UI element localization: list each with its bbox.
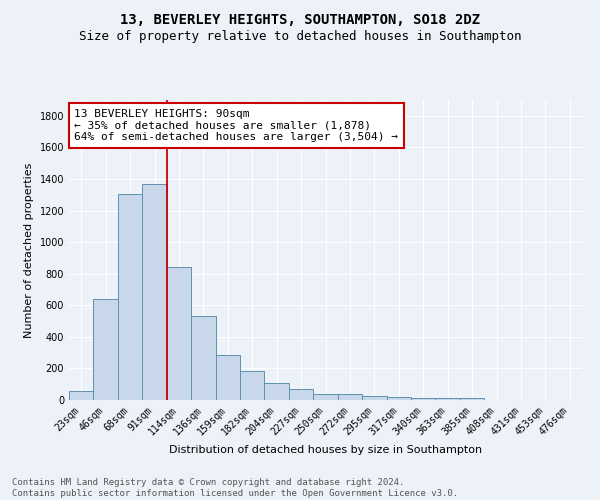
Text: Contains HM Land Registry data © Crown copyright and database right 2024.
Contai: Contains HM Land Registry data © Crown c… (12, 478, 458, 498)
Y-axis label: Number of detached properties: Number of detached properties (24, 162, 34, 338)
Bar (289, 389, 313, 400)
Text: Size of property relative to detached houses in Southampton: Size of property relative to detached ho… (79, 30, 521, 43)
Bar (265, 382, 289, 400)
Bar (411, 398, 436, 400)
Text: 13 BEVERLEY HEIGHTS: 90sqm
← 35% of detached houses are smaller (1,878)
64% of s: 13 BEVERLEY HEIGHTS: 90sqm ← 35% of deta… (74, 109, 398, 142)
Text: 13, BEVERLEY HEIGHTS, SOUTHAMPTON, SO18 2DZ: 13, BEVERLEY HEIGHTS, SOUTHAMPTON, SO18 … (120, 12, 480, 26)
Bar (338, 394, 362, 400)
Bar (362, 396, 386, 400)
Bar (142, 184, 167, 400)
X-axis label: Distribution of detached houses by size in Southampton: Distribution of detached houses by size … (169, 445, 482, 455)
Bar (118, 194, 142, 400)
Bar (240, 371, 265, 400)
Bar (215, 355, 240, 400)
Bar (436, 398, 460, 400)
Bar (386, 397, 411, 400)
Bar (167, 266, 191, 400)
Bar (460, 398, 484, 400)
Bar (191, 316, 215, 400)
Bar (313, 394, 338, 400)
Bar (69, 392, 94, 400)
Bar (94, 299, 118, 400)
